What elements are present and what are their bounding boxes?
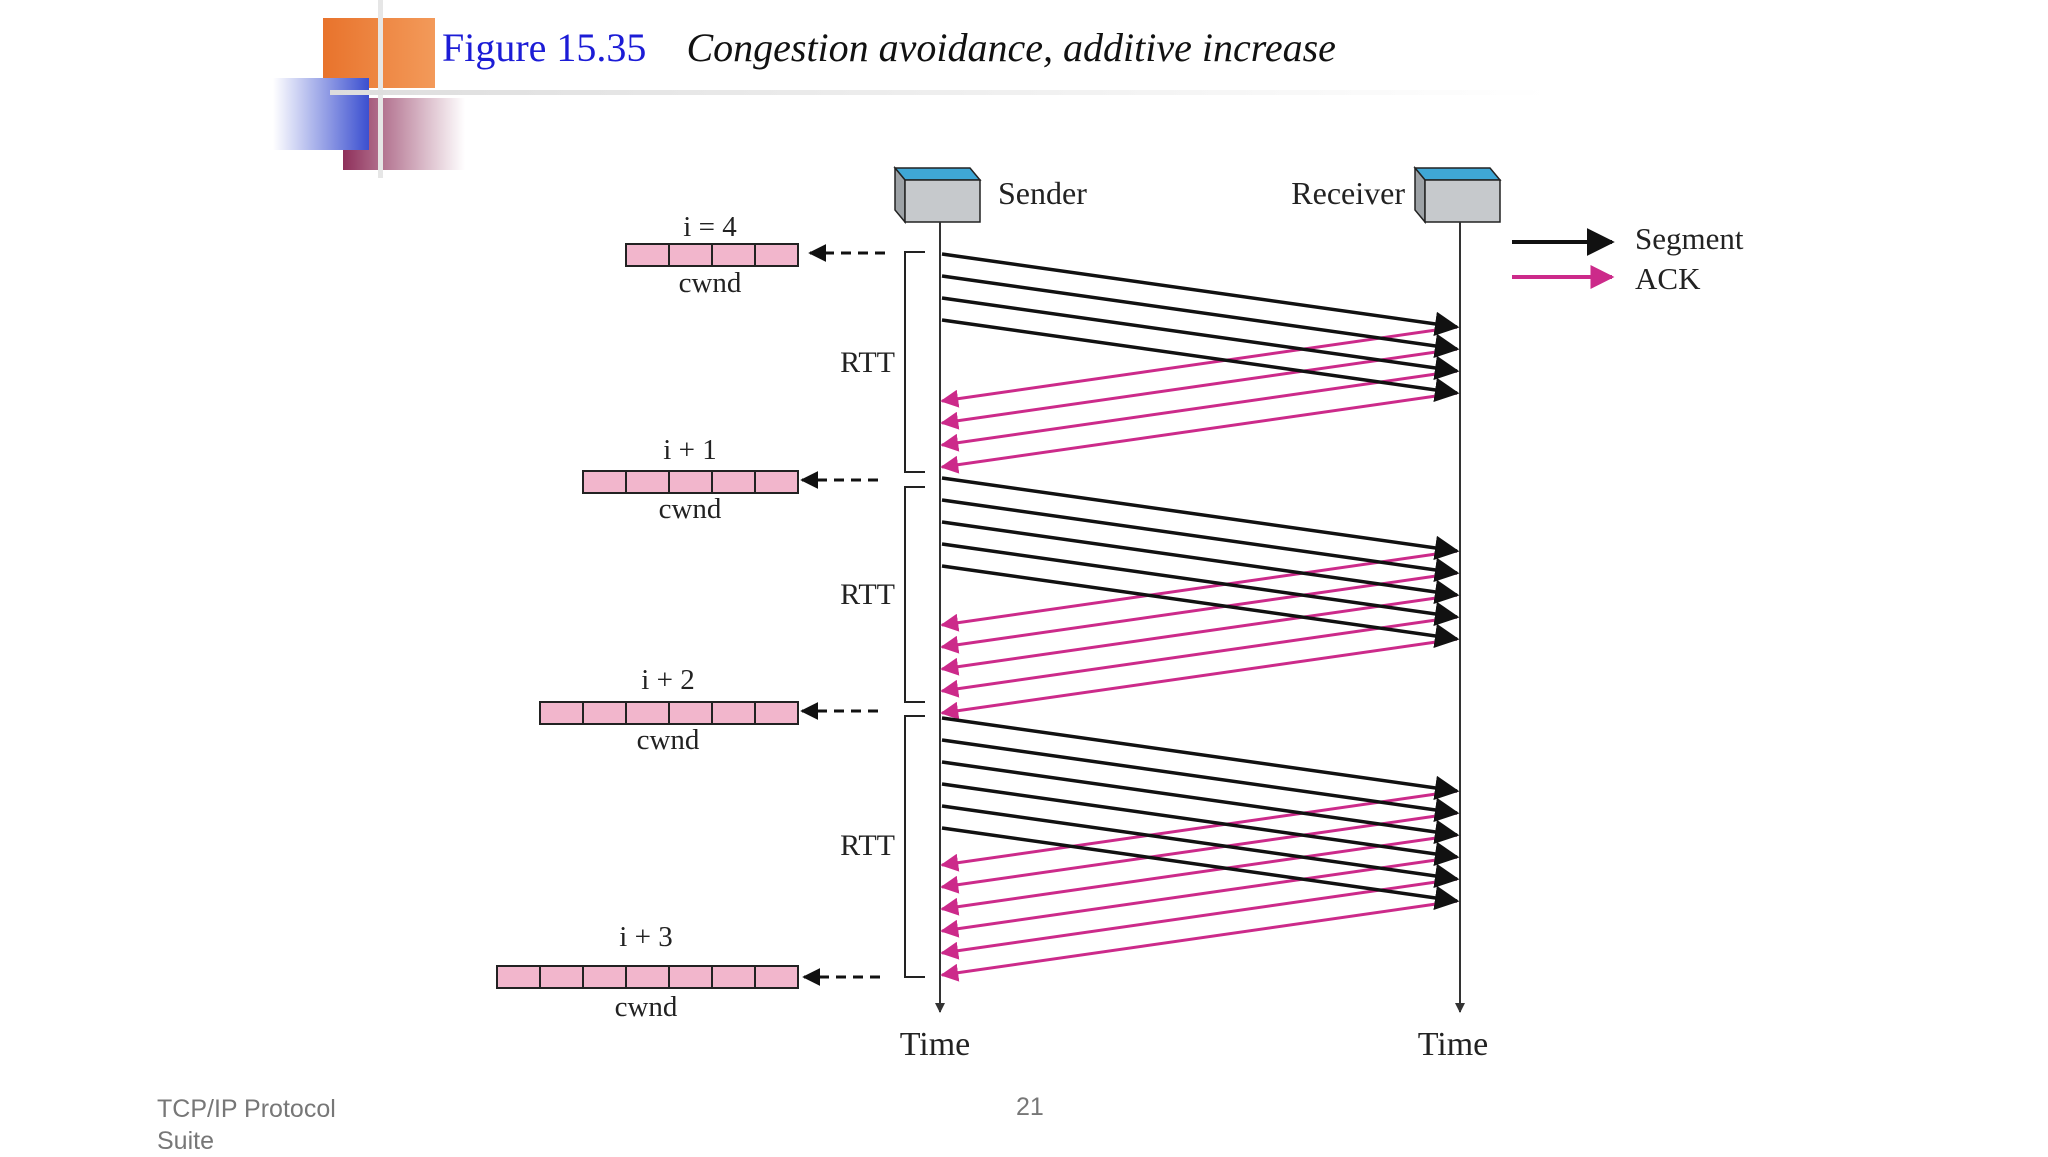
cwnd-slot bbox=[582, 470, 627, 494]
legend-ack-label: ACK bbox=[1635, 261, 1701, 296]
sender-node-icon bbox=[893, 165, 982, 225]
rtt-label-1: RTT bbox=[840, 346, 895, 379]
cwnd-slot bbox=[625, 701, 670, 725]
rtt-label-2: RTT bbox=[840, 578, 895, 611]
footer-source: TCP/IP Protocol Suite bbox=[157, 1095, 336, 1155]
cwnd-label-1: cwnd bbox=[679, 267, 742, 299]
ack-arrow bbox=[940, 391, 1458, 474]
cwnd-slot bbox=[625, 470, 670, 494]
cwnd-label-3: cwnd bbox=[637, 724, 700, 756]
segment-arrow bbox=[941, 760, 1460, 845]
cwnd-slot bbox=[496, 965, 541, 989]
ack-arrow bbox=[940, 811, 1458, 894]
segment-arrow bbox=[941, 296, 1460, 381]
window-label-1: i = 4 bbox=[683, 211, 737, 243]
cwnd-slot bbox=[539, 965, 584, 989]
cwnd-slot bbox=[582, 701, 627, 725]
deco-vertical-rule bbox=[378, 0, 383, 178]
ack-arrow bbox=[940, 347, 1458, 430]
window-label-3: i + 2 bbox=[641, 664, 694, 696]
receiver-node-icon bbox=[1413, 165, 1502, 225]
figure-title: Figure 15.35 Congestion avoidance, additi… bbox=[442, 24, 1336, 71]
figure-number: Figure 15.35 bbox=[442, 25, 647, 70]
ack-arrow bbox=[940, 325, 1458, 408]
cwnd-slot bbox=[754, 470, 799, 494]
cwnd-slot bbox=[711, 470, 756, 494]
cwnd-slot bbox=[754, 965, 799, 989]
segment-arrow bbox=[941, 520, 1460, 605]
segment-arrow bbox=[941, 542, 1460, 627]
footer-page-number: 21 bbox=[1016, 1093, 1044, 1121]
segment-arrow bbox=[941, 782, 1460, 867]
ack-arrow bbox=[940, 637, 1458, 720]
segment-arrow bbox=[941, 252, 1460, 337]
legend: Segment ACK bbox=[1512, 221, 1744, 296]
figure-caption: Congestion avoidance, additive increase bbox=[686, 25, 1336, 70]
cwnd-slot bbox=[711, 965, 756, 989]
ack-arrow bbox=[940, 899, 1458, 982]
cwnd-slot bbox=[625, 965, 670, 989]
segment-arrow bbox=[941, 564, 1460, 649]
cwnd-slot bbox=[668, 243, 713, 267]
segment-arrow bbox=[941, 716, 1460, 801]
ack-arrow bbox=[940, 369, 1458, 452]
cwnd-slot bbox=[625, 243, 670, 267]
window-label-4: i + 3 bbox=[619, 921, 672, 953]
rtt-bracket-1 bbox=[904, 251, 925, 473]
ack-arrow bbox=[940, 615, 1458, 698]
ack-arrow bbox=[940, 855, 1458, 938]
cwnd-slot bbox=[711, 701, 756, 725]
cwnd-slot bbox=[754, 243, 799, 267]
cwnd-slot bbox=[668, 701, 713, 725]
window-label-2: i + 1 bbox=[663, 434, 716, 466]
segment-arrow bbox=[941, 738, 1460, 823]
segment-arrow bbox=[941, 498, 1460, 583]
deco-horizontal-rule bbox=[330, 90, 1550, 95]
ack-arrow bbox=[940, 789, 1458, 872]
cwnd-slot bbox=[668, 470, 713, 494]
receiver-label: Receiver bbox=[1291, 175, 1405, 211]
cwnd-slot bbox=[539, 701, 584, 725]
segment-arrow bbox=[941, 318, 1460, 403]
slide-decoration bbox=[273, 0, 1550, 178]
segment-arrow bbox=[941, 826, 1460, 911]
ack-arrow bbox=[940, 571, 1458, 654]
cwnd-label-4: cwnd bbox=[615, 991, 678, 1023]
cwnd-slot bbox=[711, 243, 756, 267]
segment-arrow bbox=[941, 274, 1460, 359]
sender-label: Sender bbox=[998, 175, 1087, 211]
rtt-bracket-2 bbox=[904, 486, 925, 703]
cwnd-windows: i = 4 cwnd i + 1 cwnd i + 2 cwnd i + 3 c… bbox=[496, 211, 885, 1023]
ack-arrow bbox=[940, 833, 1458, 916]
legend-segment-label: Segment bbox=[1635, 221, 1744, 256]
segment-arrow bbox=[941, 804, 1460, 889]
sender-time-label: Time bbox=[900, 1026, 971, 1063]
message-arrows bbox=[940, 252, 1460, 982]
cwnd-slot bbox=[668, 965, 713, 989]
ack-arrow bbox=[940, 593, 1458, 676]
segment-arrow bbox=[941, 476, 1460, 561]
rtt-bracket-3 bbox=[904, 715, 925, 978]
receiver-time-label: Time bbox=[1418, 1026, 1489, 1063]
ack-arrow bbox=[940, 877, 1458, 960]
cwnd-label-2: cwnd bbox=[659, 493, 722, 525]
rtt-label-3: RTT bbox=[840, 829, 895, 862]
cwnd-slot bbox=[582, 965, 627, 989]
ack-arrow bbox=[940, 549, 1458, 632]
cwnd-slot bbox=[754, 701, 799, 725]
